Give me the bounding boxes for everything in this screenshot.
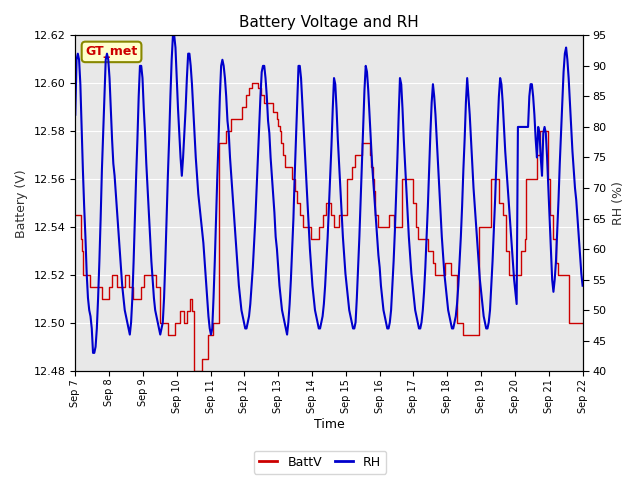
Legend: BattV, RH: BattV, RH [253,451,387,474]
BattV [557,272,565,278]
BattV [190,368,198,374]
Line: RH: RH [76,36,582,353]
RH [89,350,97,356]
Y-axis label: Battery (V): Battery (V) [15,169,28,238]
RH [329,106,337,111]
RH [257,94,264,99]
BattV [275,124,282,130]
RH [72,112,79,118]
Title: Battery Voltage and RH: Battery Voltage and RH [239,15,419,30]
Text: GT_met: GT_met [85,46,138,59]
BattV [388,212,396,218]
RH [579,283,586,288]
Line: BattV: BattV [76,84,582,371]
RH [397,81,405,87]
RH [169,33,177,38]
RH [445,313,453,319]
BattV [248,81,255,86]
BattV [579,320,586,326]
Y-axis label: RH (%): RH (%) [612,181,625,225]
RH [139,75,147,81]
BattV [563,272,570,278]
BattV [88,284,95,290]
RH [352,320,360,325]
BattV [354,153,362,158]
X-axis label: Time: Time [314,419,344,432]
BattV [72,212,79,218]
